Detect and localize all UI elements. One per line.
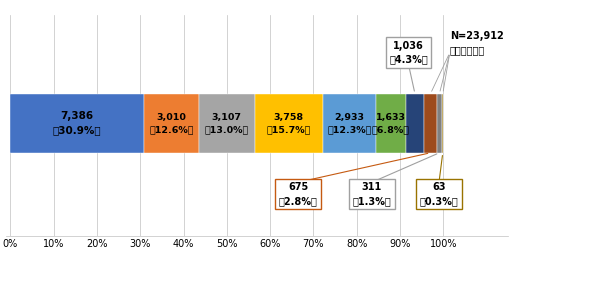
Text: 2,933
（12.3%）: 2,933 （12.3%） xyxy=(327,112,371,134)
Bar xyxy=(323,94,376,153)
Text: 3,010
（12.6%）: 3,010 （12.6%） xyxy=(149,112,194,134)
Text: 3,107
（13.0%）: 3,107 （13.0%） xyxy=(205,112,249,134)
Text: 1,036
（4.3%）: 1,036 （4.3%） xyxy=(389,41,428,65)
Text: 1,633
（6.8%）: 1,633 （6.8%） xyxy=(372,112,410,134)
Bar xyxy=(10,94,144,153)
Text: 675
（2.8%）: 675 （2.8%） xyxy=(279,182,318,206)
Text: 311
（1.3%）: 311 （1.3%） xyxy=(352,182,391,206)
Text: 63
（0.3%）: 63 （0.3%） xyxy=(420,182,459,206)
Bar xyxy=(437,94,442,153)
Bar xyxy=(144,94,199,153)
Bar xyxy=(405,94,425,153)
Text: N=23,912
（単位：人）: N=23,912 （単位：人） xyxy=(450,31,504,55)
Bar xyxy=(199,94,255,153)
Bar xyxy=(425,94,437,153)
Bar xyxy=(255,94,323,153)
Bar xyxy=(376,94,405,153)
Text: 3,758
（15.7%）: 3,758 （15.7%） xyxy=(267,112,311,134)
Bar xyxy=(442,94,443,153)
Text: 7,386
（30.9%）: 7,386 （30.9%） xyxy=(53,111,102,135)
